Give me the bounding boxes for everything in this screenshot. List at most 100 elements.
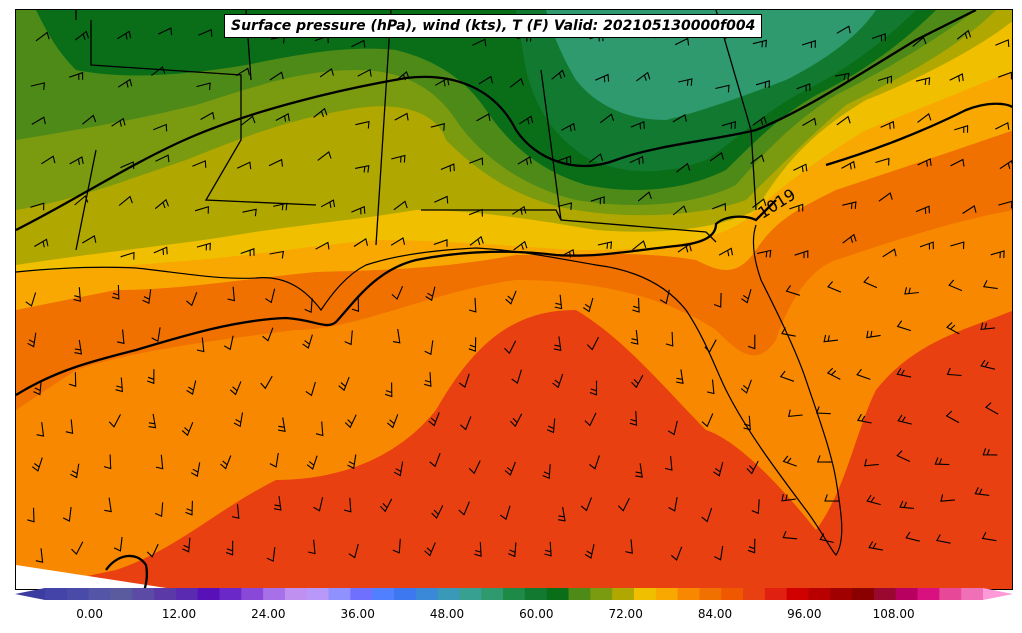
wind-barb [69, 156, 84, 166]
wind-barb [904, 287, 919, 295]
wind-barb [347, 454, 357, 470]
wind-barb [104, 497, 112, 513]
wind-barb [113, 536, 123, 552]
colorbar-segment [743, 588, 766, 600]
wind-barb [815, 406, 831, 415]
wind-barb [868, 541, 883, 551]
wind-barb [430, 122, 445, 131]
colorbar-segment [459, 588, 482, 600]
wind-barb [30, 82, 46, 90]
wind-barb [34, 238, 49, 248]
wind-barb [82, 235, 97, 244]
wind-barb [474, 542, 482, 557]
wind-barb [424, 340, 434, 356]
wind-barb [304, 298, 313, 314]
wind-barb [589, 380, 598, 396]
wind-barb [65, 419, 74, 435]
isobar-line-2 [16, 102, 1012, 396]
colorbar-tick-label: 12.00 [161, 607, 197, 621]
wind-barb [200, 111, 215, 120]
wind-barb [357, 68, 372, 77]
wind-barb [351, 39, 366, 48]
wind-barb [196, 242, 211, 251]
colorbar-segment [939, 588, 962, 600]
wind-barb [468, 337, 477, 352]
wind-barb [308, 539, 316, 555]
wind-barb [355, 120, 370, 129]
wind-barb [746, 460, 759, 475]
wind-barb [469, 157, 484, 166]
wind-barb [512, 205, 527, 215]
wind-barb [348, 543, 359, 559]
wind-barb [599, 113, 615, 124]
wind-barb [701, 413, 714, 428]
wind-barb [842, 201, 857, 209]
wind-barb [676, 162, 691, 173]
wind-barb [317, 150, 332, 161]
wind-barb [353, 238, 369, 247]
wind-barb [899, 500, 915, 509]
wind-barb [819, 533, 834, 544]
isobar-line-1 [16, 10, 977, 232]
colorbar-tick-label: 60.00 [519, 607, 554, 621]
colorbar-segment [132, 588, 155, 600]
wind-barb [674, 37, 690, 46]
wind-barb [990, 250, 1005, 259]
wind-barb [393, 461, 404, 477]
wind-barb [801, 40, 816, 49]
wind-barb [779, 370, 795, 382]
colorbar-segment [263, 588, 286, 600]
colorbar-segment [415, 588, 439, 600]
wind-barb [670, 546, 683, 561]
wind-barb [69, 71, 84, 80]
wind-barb [919, 241, 934, 250]
no-data-wedge [16, 565, 173, 589]
colorbar-segment [219, 588, 242, 600]
wind-barb [394, 112, 409, 121]
wind-barb [511, 369, 522, 384]
wind-barb [630, 121, 645, 130]
wind-barb [82, 114, 97, 125]
colorbar-segment [306, 588, 330, 600]
wind-barb [313, 497, 324, 512]
wind-barb [260, 375, 273, 390]
wind-barb [146, 543, 159, 558]
colorbar-segment [590, 588, 613, 600]
wind-barb [827, 281, 842, 293]
wind-barb [995, 121, 1010, 130]
wind-barb [984, 402, 999, 415]
wind-barb [721, 120, 736, 129]
wind-barb [117, 30, 132, 40]
wind-barb [115, 377, 124, 393]
wind-barb [31, 457, 43, 472]
wind-barb [155, 454, 164, 470]
wind-barb [344, 414, 357, 429]
wind-barb [954, 124, 969, 133]
wind-barb [785, 285, 800, 296]
colorbar-segment [481, 588, 504, 600]
wind-barb [752, 116, 767, 126]
colorbar-tick-label: 108.00 [872, 607, 915, 621]
wind-barb [351, 297, 360, 312]
colorbar-tick-label: 24.00 [251, 607, 286, 621]
colorbar-segment [154, 588, 177, 600]
wind-barb [974, 487, 990, 496]
wind-barb [505, 290, 517, 305]
colorbar-segment [721, 588, 744, 600]
wind-barb [240, 248, 255, 257]
colorbar-over-arrow [983, 588, 1013, 600]
wind-barb [273, 202, 288, 211]
wind-barb [982, 280, 998, 290]
wind-barb [586, 336, 599, 351]
wind-barb [880, 120, 895, 130]
wind-barb [630, 330, 639, 345]
wind-barb [154, 502, 164, 518]
colorbar-segment [612, 588, 635, 600]
colorbar-under-arrow [15, 588, 45, 600]
wind-barb [181, 422, 194, 437]
colorbar-segment [786, 588, 809, 600]
wind-barb [468, 297, 477, 313]
wind-barb [235, 67, 250, 77]
wind-barb [557, 202, 573, 211]
wind-barb [148, 413, 157, 429]
